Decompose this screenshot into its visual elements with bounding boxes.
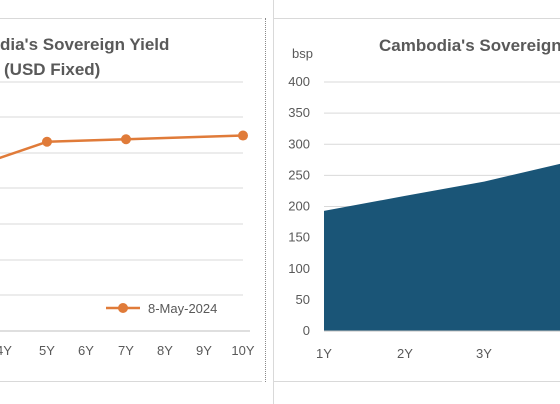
chart-title-line-2: (USD Fixed) bbox=[4, 60, 100, 79]
area-series bbox=[324, 163, 560, 331]
chart-title: Cambodia's Sovereign bbox=[379, 36, 560, 55]
legend-marker bbox=[118, 303, 128, 313]
left-chart-panel: 4Y 5Y 6Y 7Y 8Y 9Y 10Y dia's Sovereign Yield (USD… bbox=[0, 0, 262, 404]
legend-label: 8-May-2024 bbox=[148, 301, 217, 316]
right-frame-bottom bbox=[273, 381, 560, 382]
x-tick-label: 4Y bbox=[0, 343, 12, 358]
left-frame-bottom bbox=[0, 381, 262, 382]
x-tick-label: 3Y bbox=[476, 346, 492, 361]
left-frame-top bbox=[0, 18, 262, 19]
x-tick-label: 10Y bbox=[231, 343, 254, 358]
chart-divider bbox=[265, 18, 266, 382]
data-point bbox=[42, 136, 52, 147]
x-tick-label: 7Y bbox=[118, 343, 134, 358]
y-tick-label: 350 bbox=[288, 105, 310, 120]
right-frame-top bbox=[273, 18, 560, 19]
x-tick-label: 1Y bbox=[316, 346, 332, 361]
x-tick-label: 9Y bbox=[196, 343, 212, 358]
y-tick-label: 150 bbox=[288, 230, 310, 245]
y-tick-label: 100 bbox=[288, 261, 310, 276]
data-point bbox=[238, 130, 248, 141]
x-tick-label: 6Y bbox=[78, 343, 94, 358]
right-chart-panel: 0501001502002503003504001Y2Y3Y5bspCambod… bbox=[273, 0, 560, 404]
chart-title: dia's Sovereign Yield bbox=[0, 35, 169, 54]
y-tick-label: 400 bbox=[288, 74, 310, 89]
left-yield-line-chart: 4Y 5Y 6Y 7Y 8Y 9Y 10Y dia's Sovereign Yield (USD… bbox=[0, 35, 255, 358]
y-tick-label: 200 bbox=[288, 199, 310, 214]
x-tick-label: 5Y bbox=[39, 343, 55, 358]
y-tick-label: 250 bbox=[288, 167, 310, 182]
y-tick-label: 0 bbox=[303, 323, 310, 338]
y-tick-label: 300 bbox=[288, 136, 310, 151]
x-tick-label: 2Y bbox=[397, 346, 413, 361]
right-spread-area-chart: 0501001502002503003504001Y2Y3Y5bspCambod… bbox=[288, 36, 560, 361]
y-tick-label: 50 bbox=[296, 292, 310, 307]
y-axis-label: bsp bbox=[292, 46, 313, 61]
data-point bbox=[121, 134, 131, 145]
x-tick-label: 8Y bbox=[157, 343, 173, 358]
